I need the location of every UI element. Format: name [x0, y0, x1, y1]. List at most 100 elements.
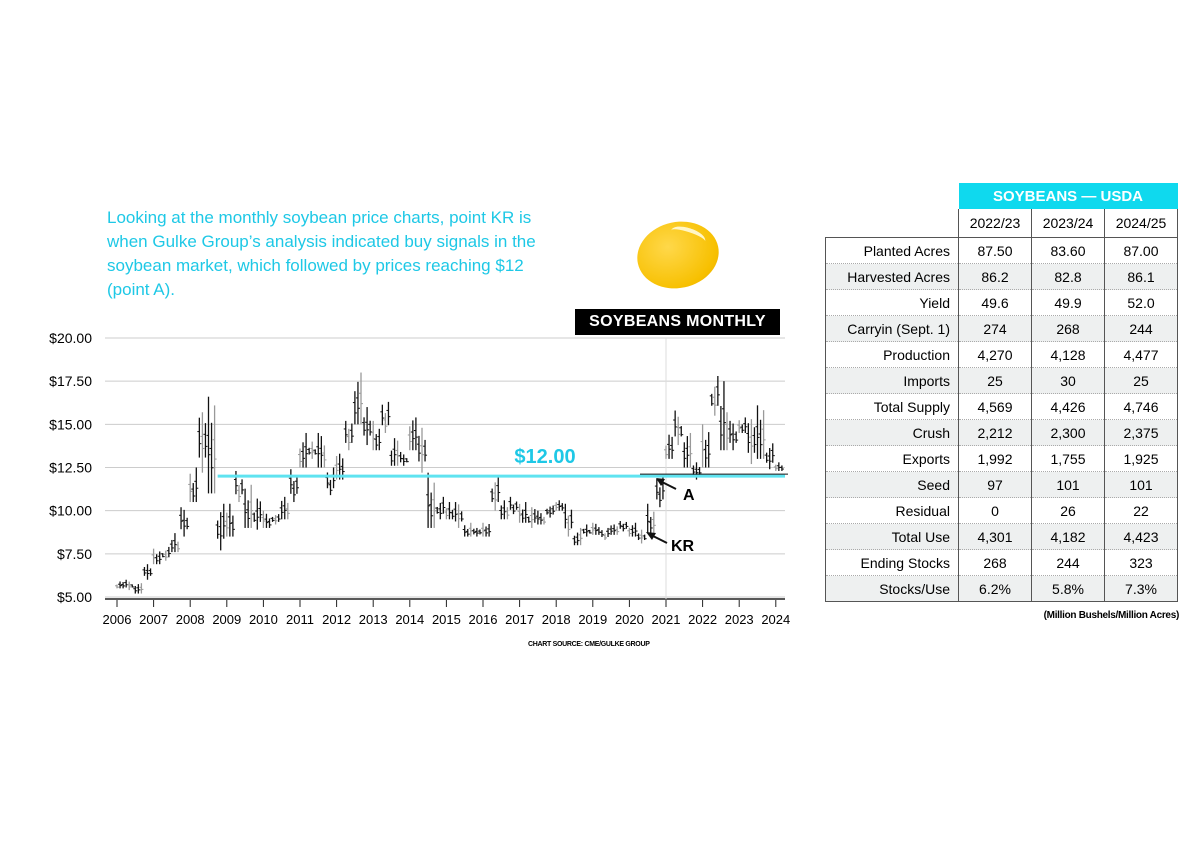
cell-value: 2,375: [1104, 419, 1178, 446]
row-label: Crush: [825, 419, 959, 446]
cell-value: 101: [1031, 471, 1105, 498]
x-tick-label: 2014: [395, 612, 424, 627]
cell-value: 26: [1031, 497, 1105, 524]
x-tick-label: 2024: [761, 612, 790, 627]
row-label: Total Supply: [825, 393, 959, 420]
cell-value: 323: [1104, 549, 1178, 576]
cell-value: 86.1: [1104, 263, 1178, 290]
table-row: Carryin (Sept. 1) 274 268 244: [825, 315, 1178, 342]
x-tick-label: 2012: [322, 612, 351, 627]
chart-source: CHART SOURCE: CME/GULKE GROUP: [528, 641, 650, 648]
y-tick-label: $5.00: [57, 589, 92, 605]
row-label: Residual: [825, 497, 959, 524]
table-row: Total Supply 4,569 4,426 4,746: [825, 393, 1178, 420]
cell-value: 4,426: [1031, 393, 1105, 420]
y-tick-label: $15.00: [49, 416, 92, 432]
x-tick-label: 2019: [578, 612, 607, 627]
column-header: 2023/24: [1031, 209, 1105, 238]
row-label: Harvested Acres: [825, 263, 959, 290]
cell-value: 30: [1031, 367, 1105, 394]
table-row: Ending Stocks 268 244 323: [825, 549, 1178, 576]
cell-value: 52.0: [1104, 289, 1178, 316]
x-tick-label: 2006: [103, 612, 132, 627]
column-header: 2022/23: [958, 209, 1032, 238]
cell-value: 49.9: [1031, 289, 1105, 316]
x-tick-label: 2013: [359, 612, 388, 627]
y-tick-label: $12.50: [49, 460, 92, 476]
x-tick-label: 2017: [505, 612, 534, 627]
cell-value: 4,182: [1031, 523, 1105, 550]
arrow-kr-head: [646, 532, 656, 540]
cell-value: 1,992: [958, 445, 1032, 472]
cell-value: 268: [958, 549, 1032, 576]
cell-value: 97: [958, 471, 1032, 498]
x-tick-label: 2009: [212, 612, 241, 627]
x-tick-label: 2022: [688, 612, 717, 627]
table-row: Yield 49.6 49.9 52.0: [825, 289, 1178, 316]
column-header: 2024/25: [1104, 209, 1178, 238]
row-label: Exports: [825, 445, 959, 472]
annotation-kr: KR: [671, 538, 695, 555]
y-tick-label: $20.00: [49, 330, 92, 346]
table-row: Imports 25 30 25: [825, 367, 1178, 394]
cell-value: 2,300: [1031, 419, 1105, 446]
row-label: Imports: [825, 367, 959, 394]
x-tick-label: 2010: [249, 612, 278, 627]
blank-cell: [825, 209, 959, 238]
row-label: Total Use: [825, 523, 959, 550]
row-label: Yield: [825, 289, 959, 316]
cell-value: 86.2: [958, 263, 1032, 290]
cell-value: 4,270: [958, 341, 1032, 368]
cell-value: 2,212: [958, 419, 1032, 446]
intro-text: Looking at the monthly soybean price cha…: [107, 208, 536, 299]
arrow-a-head: [656, 478, 665, 486]
x-tick-label: 2023: [725, 612, 754, 627]
cell-value: 4,128: [1031, 341, 1105, 368]
x-tick-label: 2020: [615, 612, 644, 627]
table-row: Seed 97 101 101: [825, 471, 1178, 498]
cell-value: 7.3%: [1104, 575, 1178, 602]
cell-value: 0: [958, 497, 1032, 524]
row-label: Ending Stocks: [825, 549, 959, 576]
blank-cell: [826, 183, 959, 209]
x-tick-label: 2007: [139, 612, 168, 627]
cell-value: 87.50: [958, 237, 1032, 264]
x-tick-label: 2015: [432, 612, 461, 627]
cell-value: 87.00: [1104, 237, 1178, 264]
twelve-dollar-label: $12.00: [514, 446, 575, 468]
table-row: Exports 1,992 1,755 1,925: [825, 445, 1178, 472]
cell-value: 6.2%: [958, 575, 1032, 602]
row-label: Production: [825, 341, 959, 368]
x-tick-label: 2021: [652, 612, 681, 627]
usda-table: SOYBEANS — USDA 2022/23 2023/24 2024/25 …: [825, 183, 1178, 602]
row-label: Stocks/Use: [825, 575, 959, 602]
table-row: Production 4,270 4,128 4,477: [825, 341, 1178, 368]
row-label: Carryin (Sept. 1): [825, 315, 959, 342]
row-label: Planted Acres: [825, 237, 959, 264]
cell-value: 1,755: [1031, 445, 1105, 472]
cell-value: 101: [1104, 471, 1178, 498]
cell-value: 244: [1104, 315, 1178, 342]
row-label: Seed: [825, 471, 959, 498]
cell-value: 82.8: [1031, 263, 1105, 290]
x-tick-label: 2011: [286, 612, 314, 627]
cell-value: 268: [1031, 315, 1105, 342]
cell-value: 25: [1104, 367, 1178, 394]
y-tick-label: $10.00: [49, 503, 92, 519]
chart-title: SOYBEANS MONTHLY: [575, 309, 780, 335]
cell-value: 4,477: [1104, 341, 1178, 368]
cell-value: 49.6: [958, 289, 1032, 316]
cell-value: 244: [1031, 549, 1105, 576]
x-tick-label: 2018: [542, 612, 571, 627]
cell-value: 5.8%: [1031, 575, 1105, 602]
table-row: Residual 0 26 22: [825, 497, 1178, 524]
cell-value: 4,746: [1104, 393, 1178, 420]
table-row: Harvested Acres 86.2 82.8 86.1: [825, 263, 1178, 290]
table-footnote: (Million Bushels/Million Acres): [1043, 610, 1180, 621]
annotation-a: A: [683, 487, 695, 504]
cell-value: 274: [958, 315, 1032, 342]
table-row: Planted Acres 87.50 83.60 87.00: [825, 237, 1178, 264]
table-row: Stocks/Use 6.2% 5.8% 7.3%: [825, 575, 1178, 602]
